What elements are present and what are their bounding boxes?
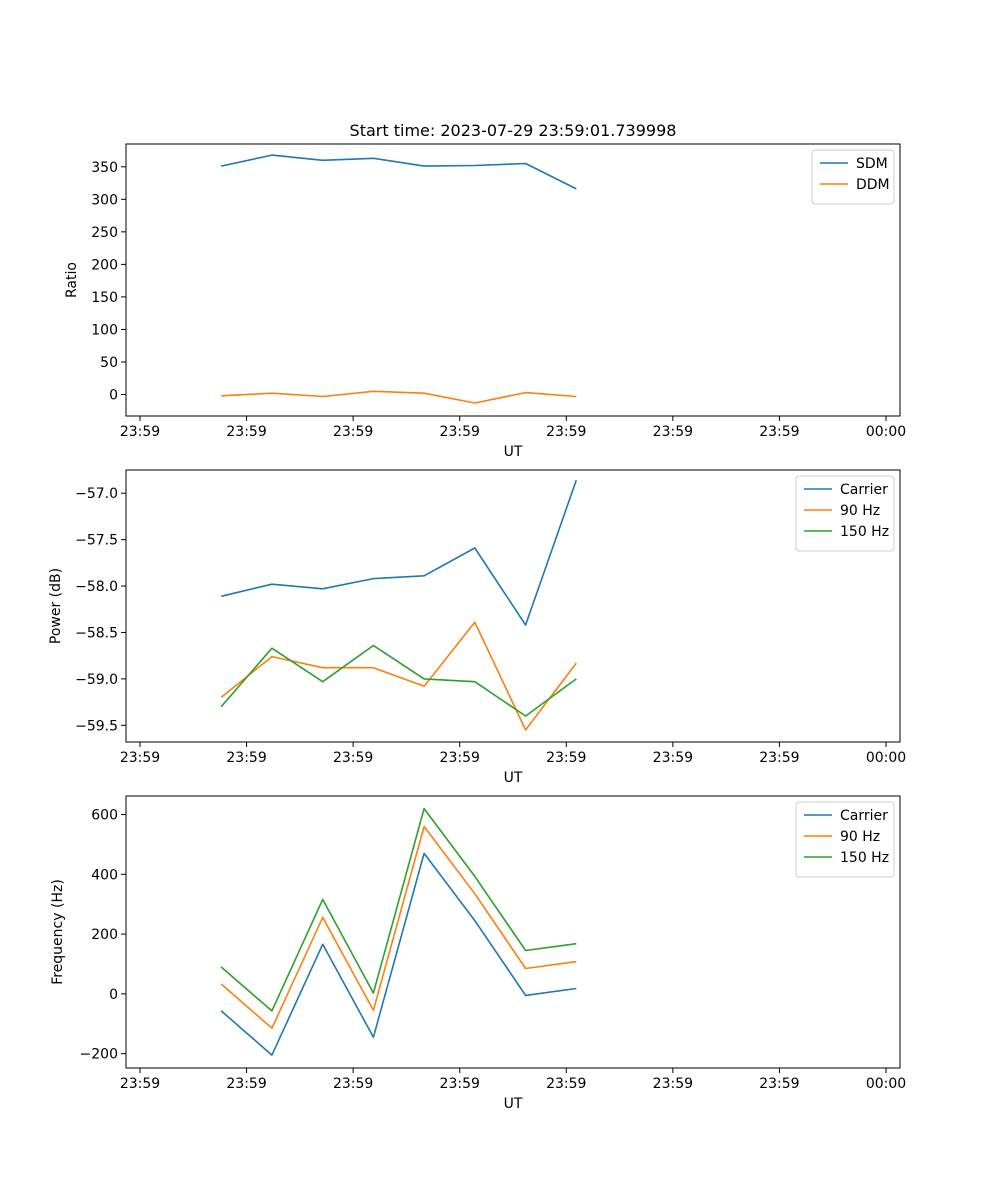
x-tick-label: 23:59 <box>759 1076 799 1092</box>
series-line-90-hz <box>220 825 577 1029</box>
x-tick-label: 23:59 <box>546 750 586 766</box>
legend-label: SDM <box>856 156 888 172</box>
x-tick-label: 23:59 <box>226 424 266 440</box>
y-tick-label: −58.5 <box>75 625 118 641</box>
y-axis-label: Power (dB) <box>48 568 64 644</box>
legend-label: 150 Hz <box>840 850 889 866</box>
y-tick-label: −57.0 <box>75 486 118 502</box>
subplot-3: 23:59 23:59 23:59 23:59 23:59 23:59 23:59 00:00… <box>50 795 906 1112</box>
y-tick-label: −59.5 <box>75 718 118 734</box>
x-tick-label: 23:59 <box>440 750 480 766</box>
series-line-150-hz <box>220 807 577 1012</box>
figure-title: Start time: 2023-07-29 23:59:01.739998 <box>350 121 677 140</box>
legend-label: 150 Hz <box>840 524 889 540</box>
legend-label: Carrier <box>840 482 888 498</box>
x-tick-label: 23:59 <box>653 1076 693 1092</box>
x-tick-label: 23:59 <box>546 424 586 440</box>
y-tick-label: −57.5 <box>75 533 118 549</box>
legend-label: DDM <box>856 177 890 193</box>
x-axis-label: UT <box>504 770 523 786</box>
y-tick-label: 100 <box>91 322 118 338</box>
y-tick-label: 200 <box>91 927 118 943</box>
series-line-sdm <box>221 154 577 190</box>
legend-label: 90 Hz <box>840 503 880 519</box>
y-tick-label: 300 <box>91 192 118 208</box>
series-line-150-hz <box>220 644 577 717</box>
legend-box <box>795 475 895 552</box>
axes-frame <box>125 469 901 743</box>
axes-frame <box>125 143 901 417</box>
y-tick-label: 250 <box>91 225 118 241</box>
x-tick-label: 23:59 <box>546 1076 586 1092</box>
x-tick-label: 23:59 <box>440 424 480 440</box>
y-axis-label: Ratio <box>64 262 80 298</box>
x-tick-label: 23:59 <box>653 750 693 766</box>
x-tick-label: 00:00 <box>866 1076 906 1092</box>
y-tick-label: 350 <box>91 160 118 176</box>
y-tick-label: 0 <box>109 388 118 404</box>
axes-frame <box>125 795 901 1069</box>
x-tick-label: 00:00 <box>866 750 906 766</box>
x-tick-label: 23:59 <box>226 750 266 766</box>
y-tick-label: 150 <box>91 290 118 306</box>
x-tick-label: 23:59 <box>759 750 799 766</box>
y-tick-label: 0 <box>109 987 118 1003</box>
x-tick-label: 23:59 <box>120 424 160 440</box>
legend: Carrier 90 Hz 150 Hz <box>795 801 895 878</box>
y-tick-label: −200 <box>80 1047 118 1063</box>
y-tick-label: 200 <box>91 257 118 273</box>
y-tick-label: 400 <box>91 867 118 883</box>
x-tick-label: 23:59 <box>759 424 799 440</box>
subplot-1: 23:59 23:59 23:59 23:59 23:59 23:59 23:59 00:00… <box>64 143 906 460</box>
x-axis-label: UT <box>504 444 523 460</box>
x-axis-label: UT <box>504 1096 523 1112</box>
legend: SDM DDM <box>811 149 895 205</box>
x-tick-label: 23:59 <box>226 1076 266 1092</box>
y-tick-label: −58.0 <box>75 579 118 595</box>
subplot-2: 23:59 23:59 23:59 23:59 23:59 23:59 23:59 00:00… <box>48 469 906 786</box>
x-tick-label: 23:59 <box>653 424 693 440</box>
y-axis-label: Frequency (Hz) <box>50 879 66 985</box>
series-line-carrier <box>221 479 578 626</box>
legend: Carrier 90 Hz 150 Hz <box>795 475 895 552</box>
series-line-carrier <box>220 852 577 1056</box>
series-line-90-hz <box>220 621 577 731</box>
y-tick-label: 50 <box>100 355 118 371</box>
x-tick-label: 23:59 <box>333 424 373 440</box>
series-line-ddm <box>221 390 577 404</box>
x-tick-label: 23:59 <box>333 750 373 766</box>
x-tick-label: 23:59 <box>440 1076 480 1092</box>
y-tick-label: 600 <box>91 808 118 824</box>
y-tick-label: −59.0 <box>75 672 118 688</box>
plots-container: 23:59 23:59 23:59 23:59 23:59 23:59 23:59 00:00… <box>48 143 906 1112</box>
x-tick-label: 23:59 <box>120 1076 160 1092</box>
x-tick-label: 23:59 <box>333 1076 373 1092</box>
x-tick-label: 23:59 <box>120 750 160 766</box>
legend-label: Carrier <box>840 808 888 824</box>
legend-label: 90 Hz <box>840 829 880 845</box>
x-tick-label: 00:00 <box>866 424 906 440</box>
legend-box <box>795 801 895 878</box>
